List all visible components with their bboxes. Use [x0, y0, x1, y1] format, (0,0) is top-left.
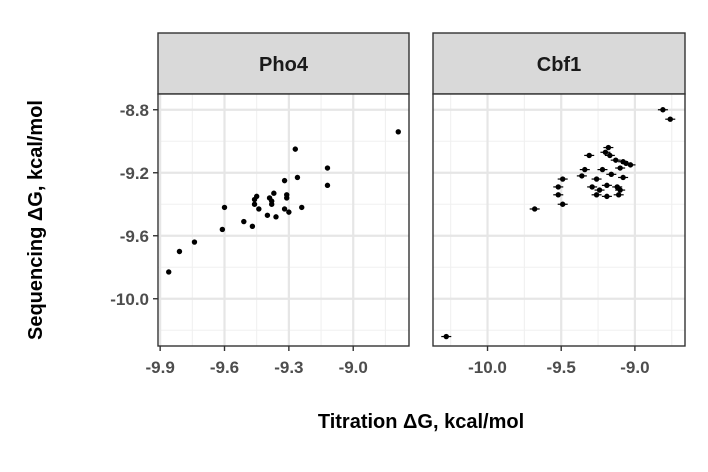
- data-point-cbf1-23: [617, 165, 623, 171]
- data-point-cbf1-22: [615, 192, 622, 198]
- x-tick-label: -9.5: [547, 358, 576, 377]
- data-point-cbf1-5: [559, 201, 566, 207]
- points-pho4: [166, 129, 401, 275]
- strip-label-cbf1: Cbf1: [537, 54, 581, 76]
- data-point-cbf1-6: [579, 173, 585, 179]
- data-point-cbf1-20: [613, 157, 619, 163]
- x-tick-label: -9.0: [339, 358, 368, 377]
- data-point-cbf1-9: [589, 184, 595, 190]
- x-tick-label: -9.3: [274, 358, 303, 377]
- data-point-cbf1-13: [599, 166, 606, 173]
- data-point-cbf1-15: [604, 182, 610, 189]
- grid-pho4: [158, 94, 409, 346]
- x-tick-label: -10.0: [468, 358, 507, 377]
- data-point-pho4-26: [324, 182, 331, 189]
- data-point-pho4-27: [395, 129, 401, 135]
- strip-cbf1: [432, 32, 686, 95]
- data-point-pho4-5: [241, 218, 247, 225]
- data-point-cbf1-1: [531, 206, 538, 212]
- panel-bg-pho4: [158, 94, 409, 346]
- data-point-pho4-15: [271, 190, 277, 196]
- data-point-cbf1-17: [605, 144, 612, 151]
- data-point-pho4-1: [176, 248, 183, 255]
- strip-pho4: [157, 32, 410, 95]
- data-point-pho4-17: [281, 206, 288, 212]
- y-tick-label: -9.6: [120, 227, 149, 246]
- x-tick-label: -9.9: [145, 358, 174, 377]
- y-tick-label: -10.0: [110, 290, 149, 309]
- panel-border-pho4: [157, 93, 410, 347]
- data-point-cbf1-24: [617, 187, 623, 193]
- data-point-pho4-22: [292, 146, 298, 152]
- grid-cbf1: [433, 94, 685, 346]
- data-point-pho4-11: [264, 212, 271, 218]
- data-point-pho4-24: [299, 204, 305, 211]
- data-point-cbf1-30: [667, 116, 673, 122]
- panel-border-cbf1: [432, 93, 686, 347]
- x-axis-pho4: -9.9 -9.6 -9.3 -9.0: [145, 346, 368, 377]
- data-point-cbf1-10: [593, 176, 600, 182]
- data-point-cbf1-3: [555, 192, 561, 198]
- y-axis: -10.0 -9.6 -9.2 -8.8: [110, 101, 158, 309]
- data-point-pho4-4: [221, 204, 228, 211]
- panel-cbf1: Cbf1 -10.0 -9.5 -9.0: [432, 32, 686, 377]
- data-point-pho4-20: [284, 195, 290, 201]
- data-point-pho4-3: [219, 226, 226, 233]
- data-point-cbf1-2: [555, 184, 561, 190]
- x-axis-title: Titration ΔG, kcal/mol: [318, 411, 524, 433]
- data-point-cbf1-0: [443, 333, 449, 340]
- data-point-cbf1-4: [559, 176, 566, 182]
- data-point-pho4-2: [191, 239, 198, 245]
- data-point-pho4-8: [251, 201, 258, 207]
- data-point-pho4-10: [256, 206, 262, 212]
- x-tick-label: -9.0: [620, 358, 649, 377]
- data-point-cbf1-18: [607, 152, 613, 159]
- data-point-cbf1-29: [660, 107, 666, 113]
- data-point-pho4-21: [286, 209, 292, 215]
- y-tick-label: -9.2: [120, 164, 149, 183]
- data-point-cbf1-11: [593, 192, 600, 198]
- data-point-pho4-25: [324, 165, 331, 171]
- data-point-cbf1-14: [602, 149, 609, 155]
- data-point-cbf1-7: [582, 166, 588, 173]
- data-point-pho4-23: [294, 174, 301, 181]
- data-point-pho4-0: [166, 269, 172, 275]
- data-point-cbf1-16: [604, 193, 610, 200]
- y-axis-title: Sequencing ΔG, kcal/mol: [25, 100, 47, 340]
- y-tick-label: -8.8: [120, 101, 149, 120]
- data-point-cbf1-12: [596, 187, 603, 193]
- x-axis-cbf1: -10.0 -9.5 -9.0: [468, 346, 650, 377]
- data-point-pho4-18: [281, 177, 288, 184]
- panel-pho4: Pho4 -9.9 -9.6 -9.3 -9.0: [145, 32, 410, 377]
- data-point-pho4-14: [269, 201, 275, 207]
- data-point-pho4-9: [253, 193, 260, 200]
- panel-bg-cbf1: [433, 94, 685, 346]
- data-point-cbf1-28: [627, 162, 634, 168]
- data-point-pho4-6: [249, 223, 256, 229]
- x-tick-label: -9.6: [210, 358, 239, 377]
- points-cbf1: [441, 107, 676, 340]
- data-point-cbf1-19: [608, 171, 615, 178]
- data-point-cbf1-26: [620, 174, 626, 181]
- data-point-cbf1-8: [586, 152, 592, 159]
- strip-label-pho4: Pho4: [259, 54, 309, 76]
- data-point-pho4-16: [273, 214, 279, 220]
